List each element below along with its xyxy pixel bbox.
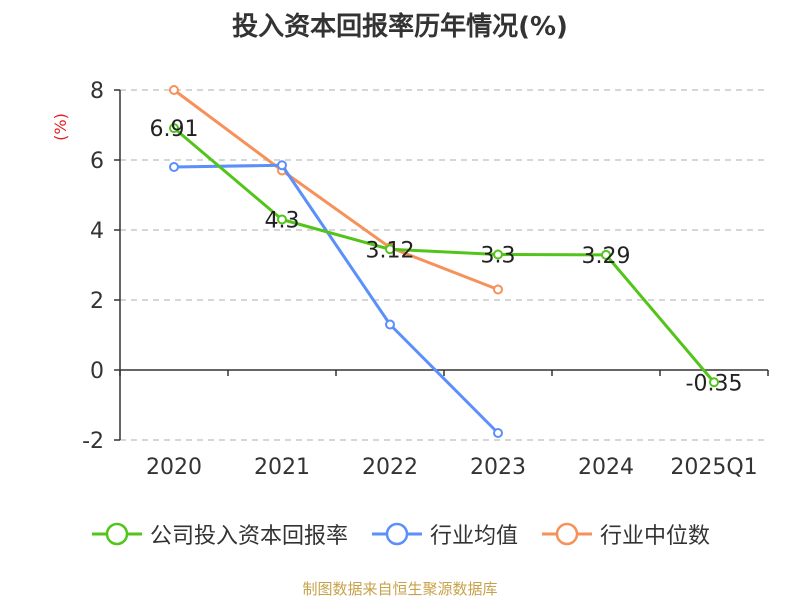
legend: 公司投入资本回报率 行业均值 行业中位数 [0, 518, 800, 550]
data-label: -0.35 [686, 371, 743, 396]
y-axis-label: (%) [51, 113, 70, 141]
data-point [493, 428, 503, 438]
data-label: 3.3 [481, 244, 516, 269]
x-tick-label: 2023 [470, 455, 526, 480]
y-tick-label: 8 [90, 79, 104, 104]
data-point [709, 377, 719, 388]
data-point [169, 85, 179, 95]
data-point [277, 214, 287, 225]
legend-swatch [91, 522, 142, 546]
legend-swatch [542, 522, 592, 546]
series-line [173, 127, 716, 384]
legend-label: 行业均值 [429, 524, 518, 549]
data-point [169, 123, 179, 134]
y-tick-label: 6 [90, 149, 104, 174]
data-label: 3.29 [582, 244, 631, 269]
x-tick-label: 2022 [362, 455, 418, 480]
legend-item[interactable]: 公司投入资本回报率 [90, 518, 348, 550]
data-point [493, 249, 503, 260]
y-tick-label: 2 [90, 289, 104, 314]
x-tick-label: 2020 [146, 455, 202, 480]
source-note: 制图数据来自恒生聚源数据库 [302, 580, 498, 598]
chart-title: 投入资本回报率历年情况(%) [232, 12, 568, 42]
legend-label: 行业中位数 [600, 524, 711, 549]
legend-label: 公司投入资本回报率 [149, 524, 348, 549]
data-point [601, 249, 611, 260]
legend-swatch [371, 522, 422, 546]
y-tick-label: -2 [82, 429, 104, 454]
legend-item[interactable]: 行业中位数 [540, 518, 710, 550]
data-point [493, 284, 503, 295]
data-point [169, 162, 179, 172]
x-tick-label: 2024 [578, 455, 634, 480]
data-label: 6.91 [150, 117, 199, 142]
y-tick-label: 0 [90, 359, 104, 384]
data-point [385, 244, 395, 255]
series-line [173, 88, 499, 291]
series-line [173, 163, 500, 435]
data-label: 4.3 [265, 209, 300, 234]
data-point [277, 160, 287, 171]
x-tick-label: 2025Q1 [670, 455, 757, 480]
y-tick-label: 4 [90, 219, 104, 244]
data-label: 3.12 [366, 238, 415, 263]
x-tick-label: 2021 [254, 455, 310, 480]
data-point [385, 319, 395, 330]
legend-item[interactable]: 行业均值 [370, 518, 518, 550]
